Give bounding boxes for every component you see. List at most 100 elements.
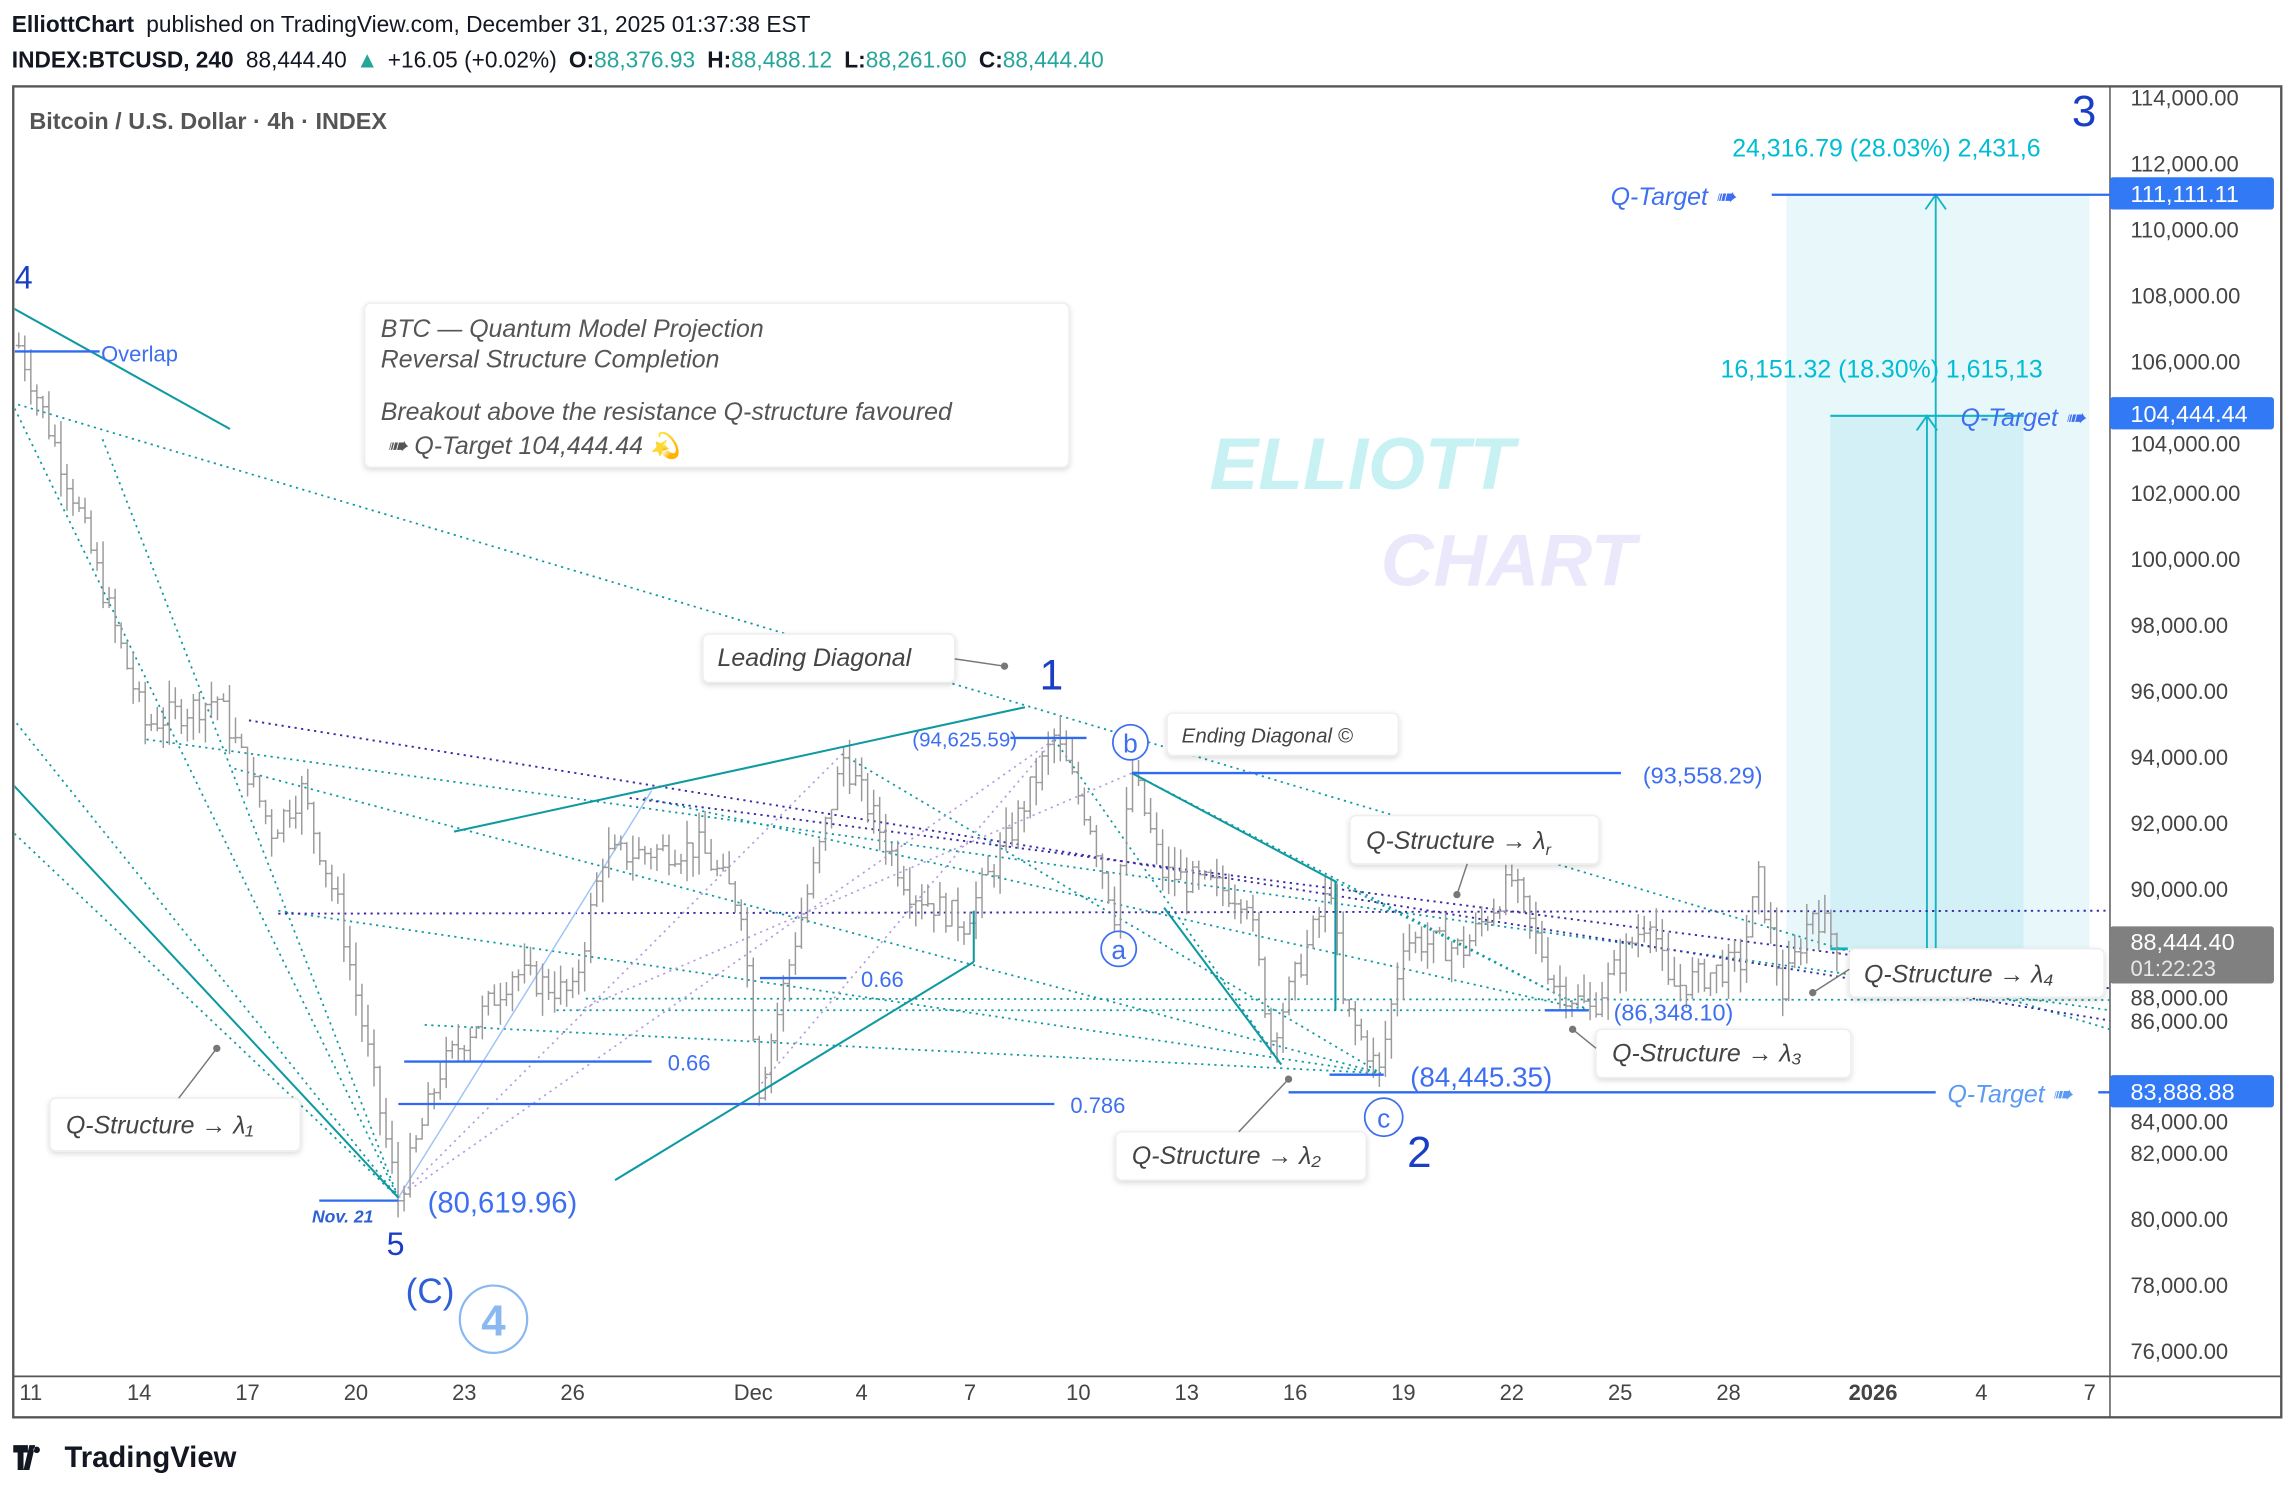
price-axis[interactable]: 114,000.00 112,000.00 110,000.00 108,000.00…: [2109, 85, 2274, 1364]
time-tick-label: 25: [1608, 1380, 1632, 1405]
low-5-price: (80,619.96): [428, 1186, 578, 1219]
ohlc-bar: [39, 395, 46, 419]
note-line-2: Reversal Structure Completion: [381, 346, 720, 374]
ohlc-bar: [1827, 909, 1834, 948]
ohlc-bar: [569, 967, 576, 999]
ohlc-bar: [810, 846, 817, 899]
publish-line: ElliottChart published on TradingView.co…: [12, 11, 811, 37]
ohlc-bar: [979, 867, 985, 919]
ohlc-bar: [1219, 865, 1226, 907]
ohlc-bar: [768, 1033, 775, 1094]
ohlc-bar: [924, 884, 931, 907]
ohlc-bar: [1376, 1052, 1383, 1087]
ohlc-bar: [1683, 984, 1690, 1009]
ohlc-bar: [1659, 919, 1666, 971]
q-structure-r-callout[interactable]: Q-Structure → λr: [1349, 814, 1600, 899]
leading-diagonal-callout[interactable]: Leading Diagonal: [702, 633, 1009, 684]
ohlc-bar: [1731, 939, 1738, 972]
ohlc-bar: [33, 384, 40, 416]
open-label: O:: [569, 46, 594, 72]
ohlc-bar: [858, 757, 865, 802]
ohlc-bar: [900, 865, 907, 896]
ohlc-bar: [991, 864, 997, 888]
ohlc-bar: [515, 969, 522, 992]
ohlc-bar: [166, 680, 173, 745]
ohlc-bar: [1400, 933, 1407, 1001]
ohlc-bar: [250, 757, 257, 788]
ohlc-bar: [383, 1097, 389, 1148]
q-structure-1-callout[interactable]: Q-Structure → λ₁: [49, 1044, 301, 1152]
wave-2-label: 2: [1407, 1128, 1431, 1177]
ohlc-bar: [1695, 958, 1702, 993]
ohlc-bar: [1833, 932, 1840, 972]
q-structure-2-callout[interactable]: Q-Structure → λ₂: [1115, 1075, 1367, 1181]
ohlc-bar: [15, 332, 22, 349]
ohlc-bar: [1803, 903, 1810, 964]
ohlc-bar: [918, 884, 925, 920]
high-1-price: (94,625.59): [912, 729, 1017, 752]
ohlc-bar: [575, 959, 582, 995]
ohlc-bar: [1009, 812, 1016, 847]
ohlc-bar: [1123, 787, 1130, 875]
ohlc-bar: [292, 795, 299, 829]
ohlc-bar: [1183, 857, 1190, 915]
ohlc-bar: [21, 335, 28, 382]
ohlc-bar: [1286, 976, 1292, 1016]
ohlc-bar: [437, 1061, 444, 1100]
ohlc-bar: [1027, 776, 1034, 819]
ohlc-bar: [45, 391, 52, 440]
last-price-label: 88,444.40: [2130, 929, 2234, 955]
time-tick-label: 14: [127, 1380, 151, 1405]
ohlc-bar: [1623, 933, 1630, 992]
price-tick-label: 110,000.00: [2130, 217, 2238, 242]
ohlc-bar: [672, 849, 678, 868]
q-structure-2-label: Q-Structure → λ₂: [1132, 1142, 1321, 1170]
price-tick-label: 112,000.00: [2130, 151, 2238, 176]
price-tick-label: 90,000.00: [2130, 877, 2228, 902]
ohlc-bar: [328, 864, 335, 902]
ohlc-bar: [822, 816, 829, 851]
time-axis[interactable]: 11 14 17 20 23 26 Dec 4 7 10 13 16 19 22 25 28 2026 4 7: [19, 1380, 2095, 1405]
ohlc-bar: [1340, 911, 1347, 1005]
open-value: 88,376.93: [594, 46, 695, 72]
ohlc-bar: [310, 801, 317, 854]
wave-4-label: 4: [15, 259, 33, 295]
ohlc-bar: [226, 684, 233, 755]
low-3-price: (86,348.10): [1614, 1000, 1734, 1026]
time-tick-label: 26: [560, 1380, 584, 1405]
ohlc-bar: [238, 733, 245, 749]
low-c-price: (84,445.35): [1410, 1061, 1552, 1092]
fib-066-a-label: 0.66: [861, 967, 904, 992]
ohlc-bar: [1382, 1020, 1389, 1077]
ohlc-bar: [142, 681, 149, 745]
ohlc-bar: [1430, 930, 1437, 964]
ohlc-bar: [1520, 877, 1527, 914]
ohlc-bar: [666, 834, 672, 876]
ohlc-bar: [1707, 972, 1714, 997]
ohlc-bar: [407, 1132, 414, 1198]
tradingview-logo[interactable]: TradingView: [13, 1441, 237, 1474]
ohlc-bar: [1581, 974, 1587, 1004]
time-tick-label: Dec: [734, 1380, 773, 1405]
high-label: H:: [707, 46, 731, 72]
watermark: ELLIOTT CHART: [1209, 423, 1640, 602]
ohlc-bar: [1538, 920, 1545, 963]
high-b-price: (93,558.29): [1643, 762, 1763, 788]
author-name[interactable]: ElliottChart: [12, 11, 135, 37]
ohlc-bar: [1737, 938, 1744, 993]
ohlc-bar: [1442, 912, 1449, 962]
price-tick-label: 92,000.00: [2130, 811, 2228, 836]
ohlc-bar: [1587, 982, 1593, 1021]
wave-c-label: c: [1377, 1103, 1390, 1133]
time-tick-label: 4: [856, 1380, 868, 1405]
ohlc-bar: [629, 835, 636, 881]
plot-area[interactable]: [0, 193, 2110, 1218]
analysis-note[interactable]: BTC — Quantum Model Projection Reversal …: [363, 302, 1070, 468]
q-structure-4-callout[interactable]: Q-Structure → λ₄: [1809, 948, 2105, 998]
q-structure-3-callout[interactable]: Q-Structure → λ₃: [1568, 1025, 1852, 1079]
ohlc-bar: [1779, 949, 1786, 1017]
ohlc-bar: [389, 1120, 395, 1174]
ohlc-bar: [419, 1117, 426, 1140]
ohlc-bar: [1653, 908, 1660, 952]
ending-diagonal-callout[interactable]: Ending Diagonal ©: [1166, 712, 1400, 757]
